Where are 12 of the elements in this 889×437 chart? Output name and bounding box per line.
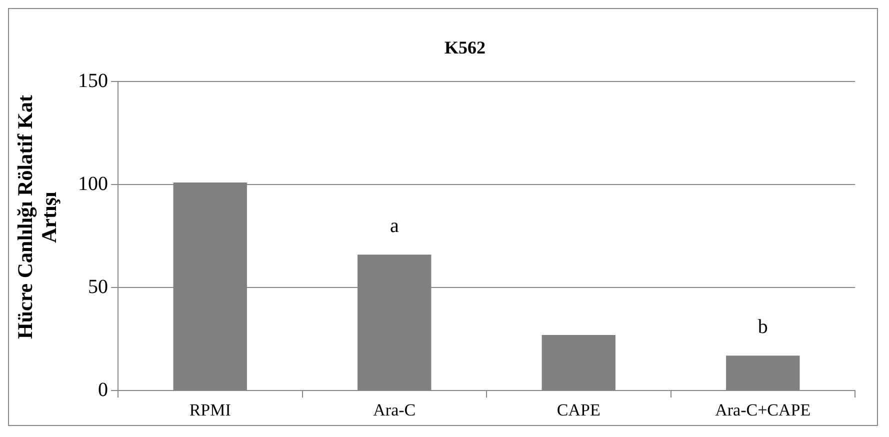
x-tick-label: Ara-C+CAPE: [715, 400, 811, 420]
annotation: a: [390, 214, 399, 237]
y-axis-title: Hücre Canlılığı Rölatif Kat Artışı: [12, 94, 62, 342]
x-tick-label: CAPE: [556, 400, 600, 420]
annotation: b: [758, 316, 768, 338]
y-tick-label: 0: [98, 378, 108, 401]
x-tick-label: RPMI: [189, 400, 232, 420]
y-tick-label: 50: [88, 276, 108, 298]
y-tick-label: 150: [78, 70, 108, 92]
x-tick-label: Ara-C: [373, 400, 416, 420]
chart-title: K562: [444, 37, 486, 58]
y-tick-label: 100: [78, 172, 108, 195]
